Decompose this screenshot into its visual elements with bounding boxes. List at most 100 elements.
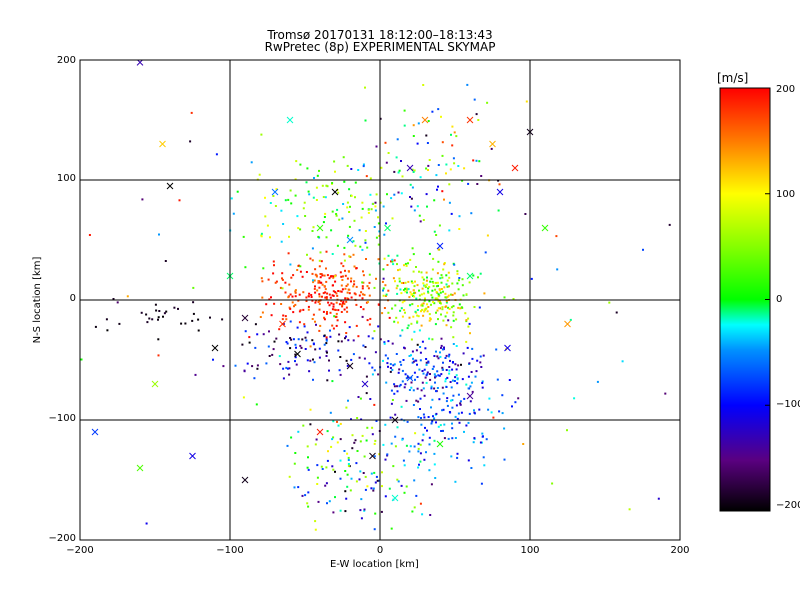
data-point	[401, 329, 404, 332]
data-point	[325, 280, 328, 283]
data-point	[384, 141, 387, 144]
data-point	[437, 284, 439, 287]
data-point	[390, 527, 393, 530]
data-point	[461, 378, 464, 381]
data-point	[402, 359, 405, 361]
data-point	[325, 296, 328, 299]
data-point	[307, 456, 309, 459]
data-point	[421, 381, 424, 384]
data-point	[392, 465, 395, 468]
data-point	[428, 285, 431, 288]
data-point	[439, 302, 442, 304]
data-point	[422, 278, 425, 281]
data-point	[325, 336, 328, 339]
data-point	[390, 442, 393, 445]
data-point	[390, 260, 393, 263]
data-point	[288, 283, 291, 286]
data-point	[425, 283, 428, 286]
data-point	[391, 368, 394, 371]
data-point	[436, 188, 438, 191]
data-point	[335, 301, 338, 304]
data-point	[262, 333, 265, 336]
data-point	[472, 274, 475, 277]
data-point	[312, 226, 315, 229]
data-marker-x	[496, 188, 504, 196]
data-point	[420, 310, 422, 313]
data-point	[313, 361, 316, 364]
data-point	[349, 205, 351, 208]
data-point	[467, 421, 470, 424]
data-point	[349, 255, 352, 258]
data-marker-x	[91, 428, 99, 436]
data-point	[46, 381, 48, 383]
data-point	[289, 189, 292, 192]
data-point	[423, 292, 426, 295]
data-point	[260, 232, 263, 235]
data-point	[385, 293, 388, 296]
data-point	[472, 159, 475, 162]
chart-subtitle: RwPretec (8p) EXPERIMENTAL SKYMAP	[264, 40, 496, 54]
data-point	[551, 482, 554, 485]
data-point	[400, 484, 403, 487]
data-point	[301, 338, 304, 341]
data-point	[445, 274, 448, 277]
data-point	[371, 373, 374, 376]
data-point	[353, 441, 356, 444]
data-point	[421, 308, 423, 311]
data-point	[446, 376, 449, 379]
data-point	[480, 482, 483, 485]
data-point	[397, 321, 399, 324]
data-point	[406, 291, 408, 294]
data-point	[303, 201, 306, 204]
data-point	[340, 340, 343, 343]
data-point	[318, 286, 321, 289]
data-point	[323, 318, 326, 321]
data-point	[480, 175, 483, 177]
data-point	[440, 115, 442, 118]
data-point	[466, 346, 469, 349]
data-point	[421, 513, 424, 516]
data-point	[382, 287, 385, 290]
data-point	[358, 229, 361, 232]
data-point	[451, 144, 454, 147]
data-marker-x	[316, 428, 324, 436]
data-point	[441, 190, 444, 193]
data-point	[397, 480, 400, 483]
data-point	[396, 138, 399, 141]
data-point	[355, 267, 358, 270]
data-point	[367, 335, 370, 338]
data-marker-x	[421, 116, 429, 124]
data-point	[368, 294, 371, 297]
data-point	[440, 344, 443, 347]
data-point	[281, 277, 283, 280]
data-point	[302, 424, 305, 427]
data-point	[365, 375, 368, 378]
data-point	[384, 284, 387, 287]
data-point	[432, 365, 435, 368]
data-point	[317, 280, 320, 282]
data-point	[288, 306, 291, 309]
data-point	[340, 299, 343, 302]
data-point	[318, 293, 321, 296]
data-point	[445, 283, 448, 286]
data-point	[364, 475, 367, 478]
data-point	[364, 241, 367, 244]
data-point	[270, 314, 273, 317]
data-point	[451, 437, 454, 440]
data-point	[432, 257, 435, 260]
data-point	[418, 294, 421, 297]
data-point	[433, 302, 436, 305]
data-point	[284, 281, 287, 284]
data-point	[318, 300, 321, 303]
data-point	[454, 415, 457, 418]
data-point	[335, 214, 338, 217]
data-point	[342, 275, 344, 278]
data-point	[403, 124, 406, 127]
data-point	[293, 305, 295, 308]
data-point	[413, 292, 415, 295]
data-point	[454, 376, 457, 379]
data-point	[335, 213, 338, 215]
data-point	[450, 133, 452, 136]
data-point	[695, 384, 697, 386]
data-point	[470, 212, 473, 215]
